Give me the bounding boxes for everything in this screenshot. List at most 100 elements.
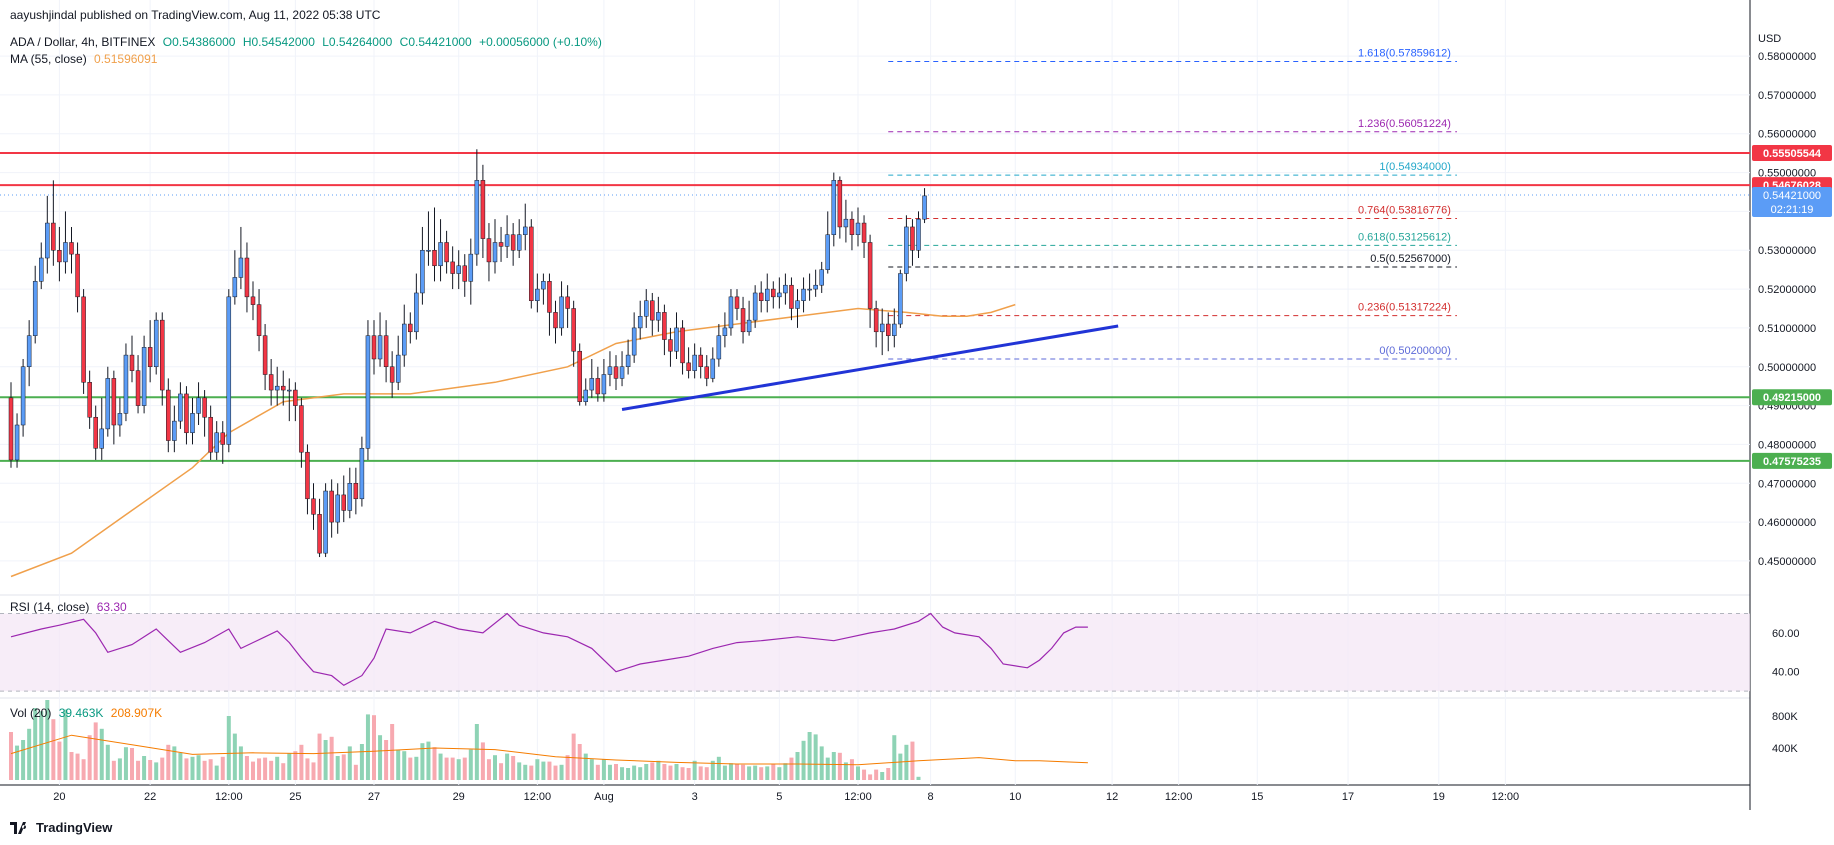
candle-down [160, 319, 165, 391]
volume-bar [662, 764, 667, 780]
rsi-legend[interactable]: RSI (14, close) 63.30 [10, 600, 131, 614]
volume-bar [160, 757, 165, 780]
ohlc-change: +0.00056000 (+0.10%) [479, 35, 602, 49]
candle-up [879, 323, 885, 333]
volume-bar [722, 765, 727, 780]
candle-up [365, 335, 371, 449]
candle-down [220, 432, 225, 445]
volume-pane[interactable] [9, 700, 1088, 780]
fib-label: 1(0.54934000) [1379, 161, 1451, 173]
symbol-title: ADA / Dollar, 4h, BITFINEX [10, 35, 156, 49]
volume-bar [789, 757, 794, 780]
volume-bar [892, 735, 897, 780]
candle-down [577, 350, 582, 402]
time-tick-label: 5 [776, 791, 782, 803]
volume-bar [130, 748, 134, 780]
time-tick-label: 12:00 [844, 791, 872, 803]
ohlc-close: C0.54421000 [399, 35, 472, 49]
candle-down [299, 405, 304, 453]
candle-up [323, 490, 328, 554]
candle-up [644, 300, 649, 317]
candle-up [287, 389, 292, 392]
volume-bar [154, 762, 159, 780]
candle-up [516, 234, 522, 251]
time-tick-label: Aug [594, 791, 614, 803]
price-tick-label: 0.56000000 [1758, 129, 1816, 141]
candle-down [383, 335, 389, 368]
tradingview-logo-icon [10, 821, 27, 834]
candle-up [226, 296, 232, 445]
axes[interactable]: 0.45000000 0.46000000 0.47000000 0.48000000… [53, 33, 1832, 803]
volume-bar [148, 760, 153, 780]
volume-bar [257, 758, 262, 780]
volume-bar [305, 758, 310, 780]
price-tick-label: 0.46000000 [1758, 517, 1816, 529]
candle-up [474, 180, 480, 255]
volume-bar [372, 715, 376, 780]
candle-down [565, 296, 570, 309]
volume-bar [856, 766, 860, 780]
candle-up [716, 335, 722, 360]
volume-bar [692, 760, 697, 780]
fib-label: 0.618(0.53125612) [1358, 231, 1451, 243]
volume-bar [831, 752, 836, 780]
candle-down [305, 451, 310, 500]
volume-bar [807, 732, 812, 780]
candle-up [843, 218, 849, 228]
candle-up [625, 354, 631, 368]
candle-down [202, 397, 207, 418]
volume-bar [595, 764, 600, 780]
volume-bar [632, 765, 637, 780]
volume-tick-label: 800K [1772, 711, 1798, 723]
support-price-label: 0.49215000 [1763, 392, 1821, 404]
candle-down [353, 483, 359, 500]
volume-bar [335, 756, 340, 780]
candle-down [529, 226, 534, 301]
time-tick-label: 12:00 [1492, 791, 1520, 803]
candle-down [341, 494, 346, 511]
volume-bar [819, 746, 824, 780]
volume-bar [432, 747, 437, 780]
rsi-pane[interactable] [0, 612, 1750, 692]
symbol-legend[interactable]: ADA / Dollar, 4h, BITFINEX O0.54386000 H… [10, 35, 606, 49]
footer-brand[interactable]: TradingView [10, 820, 112, 835]
candle-up [26, 335, 32, 368]
published-note: aayushjindal published on TradingView.co… [10, 8, 381, 22]
time-tick-label: 10 [1009, 791, 1021, 803]
candle-down [8, 397, 14, 461]
ma-legend[interactable]: MA (55, close) 0.51596091 [10, 52, 161, 66]
time-tick-label: 20 [53, 791, 65, 803]
price-tick-label: 0.52000000 [1758, 284, 1816, 296]
candle-up [153, 319, 159, 368]
candle-down [650, 300, 655, 321]
volume-bar [559, 764, 564, 780]
volume-legend[interactable]: Vol (20) 39.463K 208.907K [10, 706, 166, 720]
candle-up [656, 312, 661, 321]
volume-bar [238, 746, 243, 780]
candle-up [274, 385, 280, 391]
candle-down [613, 366, 619, 379]
fib-label: 0(0.50200000) [1379, 345, 1451, 357]
price-tick-label: 0.47000000 [1758, 478, 1816, 490]
volume-bar [353, 764, 358, 780]
candle-down [389, 366, 395, 383]
candle-down [910, 226, 915, 251]
candle-up [692, 354, 697, 371]
candle-up [728, 296, 734, 329]
volume-bar [178, 752, 183, 780]
volume-bar [704, 767, 709, 780]
candle-down [740, 308, 746, 333]
candle-down [680, 327, 685, 364]
candle-down [595, 378, 601, 395]
volume-bar [735, 764, 739, 780]
volume-bar [607, 764, 612, 780]
candle-up [468, 253, 474, 282]
candle-down [93, 416, 98, 449]
price-pane[interactable]: 1.618(0.57859612) 1.236(0.56051224) 1(0.54… [0, 48, 1750, 578]
candle-up [45, 222, 50, 259]
candle-up [892, 323, 897, 336]
volume-bar [263, 757, 268, 780]
volume-bar [771, 764, 776, 780]
volume-bar [601, 759, 606, 780]
